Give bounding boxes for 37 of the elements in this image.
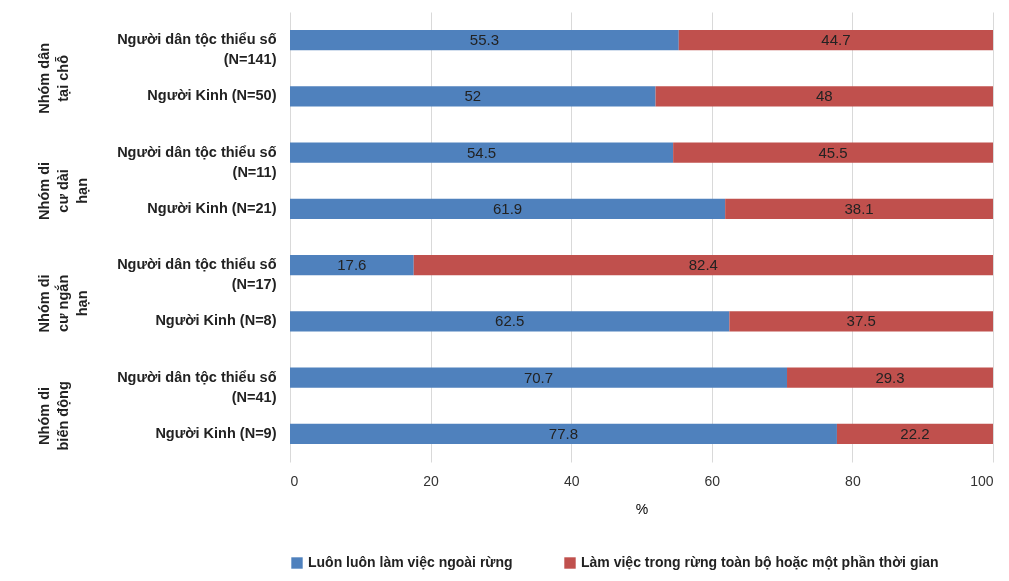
- data-label: 17.6: [337, 256, 367, 274]
- data-label: 55.3: [469, 31, 499, 49]
- data-label: 61.9: [492, 199, 523, 217]
- y-tick-label: Người Kinh (N=8): [155, 312, 277, 329]
- data-label: 62.5: [495, 312, 525, 330]
- data-label: 48: [815, 87, 833, 105]
- data-label: 82.4: [688, 256, 718, 274]
- data-label: 29.3: [875, 368, 905, 386]
- text: Nhóm di biến động: [36, 381, 71, 451]
- data-label: 44.7: [821, 31, 851, 49]
- data-label: 54.5: [466, 143, 497, 161]
- data-label: 77.8: [548, 424, 579, 442]
- y-tick-label: Người dân tộc thiểu số (N=41): [117, 368, 277, 405]
- text: Nhóm di cư dài hạn: [36, 161, 90, 220]
- y-tick-label: Người dân tộc thiểu số (N=17): [117, 256, 277, 293]
- text: Nhóm dân tại chỗ: [36, 42, 71, 114]
- data-label: 70.7: [523, 368, 554, 386]
- data-label: 52: [464, 87, 482, 105]
- data-label: 22.2: [900, 424, 930, 442]
- y-tick-label: Người Kinh (N=50): [147, 87, 277, 104]
- x-tick-label: 60: [704, 472, 721, 489]
- x-tick-label: 40: [563, 472, 580, 489]
- text: Nhóm di cư ngắn hạn: [36, 274, 90, 333]
- y-tick-label: Người dân tộc thiểu số (N=141): [117, 31, 277, 68]
- x-tick-label: 0: [290, 472, 299, 489]
- data-label: 37.5: [846, 312, 876, 330]
- x-tick-label: 20: [423, 472, 440, 489]
- x-tick-label: 80: [845, 472, 861, 489]
- y-tick-label: Người dân tộc thiểu số (N=11): [117, 143, 277, 180]
- legend-label: Luôn luôn làm việc ngoài rừng: [308, 554, 513, 570]
- data-label: 38.1: [844, 199, 874, 217]
- x-axis-title: %: [635, 500, 649, 517]
- x-tick-label: 100: [970, 472, 994, 489]
- data-label: 45.5: [818, 143, 848, 161]
- y-tick-label: Người Kinh (N=21): [147, 199, 277, 216]
- legend-label: Làm việc trong rừng toàn bộ hoặc một phần thời gian: [581, 554, 939, 570]
- y-tick-label: Người Kinh (N=9): [155, 424, 277, 441]
